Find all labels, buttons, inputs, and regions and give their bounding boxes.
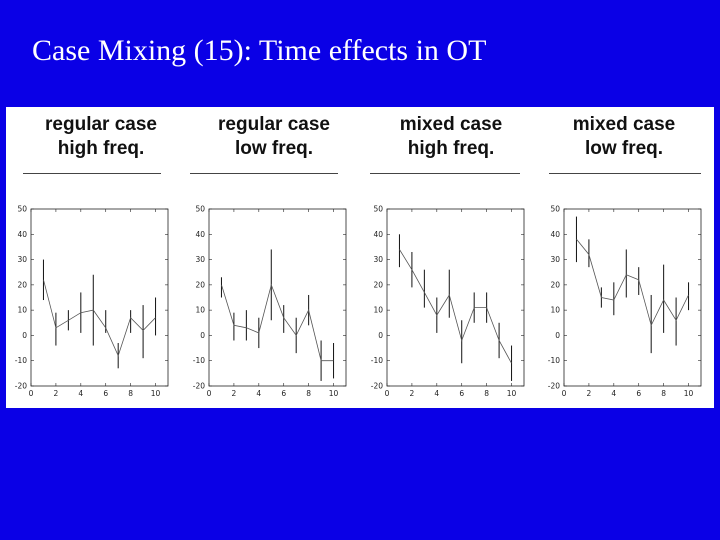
- panel-3-y-tick-label: 40: [373, 230, 383, 239]
- panel-3-heading-line-1: mixed case: [399, 114, 503, 135]
- panel-4-plot-frame: [563, 208, 702, 387]
- panel-4-mean-line: [576, 239, 689, 327]
- panel-2-heading: regular case low freq.: [194, 113, 354, 161]
- panel-1-y-tick-label: 30: [17, 255, 27, 264]
- panel-4-x-tick-label: 0: [562, 389, 567, 398]
- panel-3-y-tick-label: 10: [373, 306, 383, 315]
- panel-1-x-tick-label: 2: [54, 389, 59, 398]
- panel-2-y-tick-label: 10: [195, 306, 205, 315]
- panel-4-y-tick-label: -20: [548, 382, 560, 391]
- panel-4-heading-line-2: low freq.: [584, 138, 664, 159]
- panel-3-x-tick-label: 8: [484, 389, 489, 398]
- panel-2-y-tick-label: -20: [193, 382, 205, 391]
- panel-3-y-tick-label: 0: [378, 331, 383, 340]
- panel-4-y-tick-label: 50: [550, 205, 560, 214]
- panel-1-y-tick-label: 10: [17, 306, 27, 315]
- panel-1-heading-line-1: regular case: [45, 114, 157, 135]
- panel-2-y-tick-label: 40: [195, 230, 205, 239]
- panel-3-heading: mixed case high freq.: [371, 113, 531, 161]
- panel-3-y-tick-label: 20: [373, 280, 383, 289]
- panel-3-chart: -20 -10 0 10 20 30 40 50 0 2 4 6 8 10: [371, 205, 525, 398]
- panel-4-x-tick-label: 6: [636, 389, 641, 398]
- panel-3-y-tick-label: 50: [373, 205, 383, 214]
- panel-2-y-tick-label: 50: [195, 205, 205, 214]
- panel-2-x-tick-label: 4: [256, 389, 261, 398]
- panel-3-x-tick-label: 6: [459, 389, 464, 398]
- panel-2-x-tick-label: 2: [232, 389, 237, 398]
- panel-3-mean-line: [399, 249, 512, 364]
- panel-1-x-tick-label: 6: [103, 389, 108, 398]
- panel-1-y-tick-label: 20: [17, 280, 27, 289]
- panel-3-heading-rule: [370, 173, 520, 174]
- panel-3-x-tick-label: 4: [434, 389, 439, 398]
- panel-2-x-tick-label: 0: [207, 389, 212, 398]
- panel-3-plot-frame: [386, 208, 525, 387]
- panel-2-x-tick-label: 8: [306, 389, 311, 398]
- panel-4-x-tick-label: 10: [684, 389, 694, 398]
- panel-4-x-tick-label: 8: [661, 389, 666, 398]
- panel-1-y-tick-label: -20: [15, 382, 27, 391]
- panel-1-heading-line-2: high freq.: [57, 138, 145, 159]
- panel-1-x-tick-label: 0: [29, 389, 34, 398]
- panel-3-heading-line-2: high freq.: [407, 138, 495, 159]
- panel-1-chart: -20 -10 0 10 20 30 40 50 0 2 4 6 8 10: [15, 205, 169, 398]
- panel-3-x-tick-label: 2: [410, 389, 415, 398]
- panel-2-y-tick-label: 0: [200, 331, 205, 340]
- panel-2-y-tick-label: 20: [195, 280, 205, 289]
- panel-3-y-tick-label: -10: [371, 356, 383, 365]
- panel-2-heading-rule: [190, 173, 338, 174]
- panel-4-chart: -20 -10 0 10 20 30 40 50 0 2 4 6 8 10: [548, 205, 702, 398]
- panel-4-heading: mixed case low freq.: [544, 113, 704, 161]
- panel-1-x-tick-label: 4: [78, 389, 83, 398]
- panel-1-heading-rule: [23, 173, 161, 174]
- panel-2-mean-line: [221, 283, 334, 362]
- panel-2-plot-frame: [208, 208, 347, 387]
- panel-2-y-tick-label: 30: [195, 255, 205, 264]
- panel-2-heading-line-1: regular case: [218, 114, 330, 135]
- panel-4-y-tick-label: 30: [550, 255, 560, 264]
- panel-2-y-tick-label: -10: [193, 356, 205, 365]
- panel-4-y-tick-label: -10: [548, 356, 560, 365]
- panel-3-y-tick-label: 30: [373, 255, 383, 264]
- panel-4-y-tick-label: 0: [555, 331, 560, 340]
- panel-2-heading-line-2: low freq.: [234, 138, 314, 159]
- panel-3-x-tick-label: 10: [507, 389, 517, 398]
- panel-2-x-tick-label: 10: [329, 389, 339, 398]
- panel-1-y-tick-label: 40: [17, 230, 27, 239]
- panel-3-y-tick-label: -20: [371, 382, 383, 391]
- panel-1-heading: regular case high freq.: [21, 113, 181, 161]
- panel-1-mean-line: [43, 279, 156, 357]
- panel-1-plot-frame: [30, 208, 169, 387]
- panel-2-x-tick-label: 6: [281, 389, 286, 398]
- panel-4-heading-line-1: mixed case: [572, 114, 676, 135]
- panel-1-y-tick-label: -10: [15, 356, 27, 365]
- panel-1-x-tick-label: 8: [128, 389, 133, 398]
- panel-2-chart: -20 -10 0 10 20 30 40 50 0 2 4 6 8 10: [193, 205, 347, 398]
- panel-4-y-tick-label: 40: [550, 230, 560, 239]
- panel-1-x-tick-label: 10: [151, 389, 161, 398]
- panel-1-y-tick-label: 50: [17, 205, 27, 214]
- figure-panel: regular case high freq. regular case low…: [6, 107, 714, 408]
- panel-4-x-tick-label: 2: [587, 389, 592, 398]
- panel-4-heading-rule: [549, 173, 701, 174]
- panel-1-y-tick-label: 0: [22, 331, 27, 340]
- slide-title: Case Mixing (15): Time effects in OT: [32, 34, 487, 67]
- panel-3-x-tick-label: 0: [385, 389, 390, 398]
- panel-4-y-tick-label: 10: [550, 306, 560, 315]
- panel-4-x-tick-label: 4: [611, 389, 616, 398]
- panel-4-y-tick-label: 20: [550, 280, 560, 289]
